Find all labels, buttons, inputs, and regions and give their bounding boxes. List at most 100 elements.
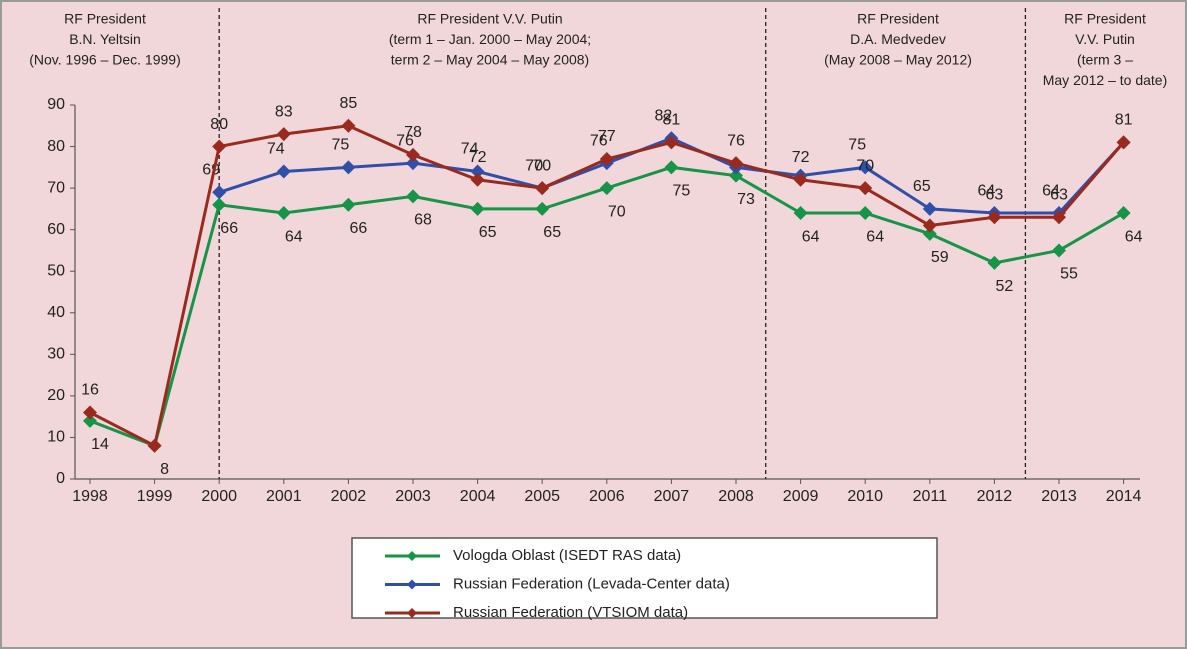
marker — [664, 135, 679, 150]
marker — [341, 160, 356, 175]
value-label: 73 — [737, 191, 755, 208]
marker — [793, 172, 808, 187]
value-label: 75 — [332, 137, 350, 154]
value-label: 66 — [350, 220, 368, 237]
legend-marker — [407, 551, 417, 561]
marker — [470, 172, 485, 187]
marker — [922, 226, 937, 241]
value-label: 55 — [1060, 266, 1078, 283]
value-label: 69 — [202, 161, 220, 178]
value-label: 75 — [673, 183, 691, 200]
marker — [1052, 210, 1066, 225]
y-tick-label: 80 — [47, 138, 65, 155]
x-tick-label: 2008 — [718, 488, 754, 505]
x-tick-label: 2005 — [524, 488, 560, 505]
marker — [535, 181, 550, 196]
value-label: 74 — [461, 141, 479, 158]
value-label: 70 — [608, 203, 626, 220]
legend-box — [351, 537, 938, 619]
marker — [212, 139, 227, 154]
x-tick-label: 2006 — [589, 488, 625, 505]
marker — [1116, 206, 1131, 221]
value-label: 85 — [340, 95, 358, 112]
value-label: 74 — [267, 141, 285, 158]
x-tick-label: 2007 — [654, 488, 690, 505]
value-label: 72 — [469, 149, 487, 166]
marker — [212, 197, 227, 212]
marker — [858, 181, 873, 196]
y-tick-label: 0 — [56, 470, 65, 487]
value-label: 75 — [848, 137, 866, 154]
value-label: 81 — [663, 112, 681, 129]
x-tick-label: 1999 — [137, 488, 173, 505]
period-annotation: RF President — [64, 11, 146, 27]
value-label: 82 — [655, 107, 673, 124]
period-annotation: (term 1 – Jan. 2000 – May 2004; — [389, 31, 591, 47]
value-label: 64 — [802, 228, 820, 245]
marker — [1052, 243, 1066, 258]
period-annotation: (May 2008 – May 2012) — [824, 52, 972, 68]
marker — [599, 181, 614, 196]
marker — [276, 206, 291, 221]
value-label: 8 — [160, 461, 169, 478]
value-label: 70 — [525, 157, 543, 174]
marker — [83, 413, 97, 428]
marker — [276, 127, 291, 142]
value-label: 77 — [598, 128, 616, 145]
legend-label: Russian Federation (VTSIOM data) — [453, 604, 688, 621]
value-label: 64 — [1125, 228, 1143, 245]
value-label: 64 — [285, 228, 303, 245]
period-annotation: RF President V.V. Putin — [417, 11, 562, 27]
period-annotation: RF President — [857, 11, 939, 27]
marker — [793, 206, 808, 221]
y-tick-label: 10 — [47, 429, 65, 446]
marker — [276, 164, 291, 179]
marker — [858, 160, 873, 175]
marker — [922, 218, 937, 233]
value-label: 83 — [275, 103, 293, 120]
legend-label: Russian Federation (Levada-Center data) — [453, 575, 730, 592]
y-tick-label: 70 — [47, 179, 65, 196]
value-label: 59 — [931, 249, 949, 266]
period-annotation: term 2 – May 2004 – May 2008) — [391, 52, 589, 68]
x-tick-label: 2012 — [977, 488, 1013, 505]
period-annotation: B.N. Yeltsin — [69, 31, 141, 47]
marker — [664, 160, 679, 175]
value-label: 52 — [996, 278, 1014, 295]
x-tick-label: 2014 — [1106, 488, 1142, 505]
marker — [729, 156, 743, 171]
x-tick-label: 2011 — [913, 488, 948, 505]
marker — [147, 438, 162, 453]
value-label: 80 — [210, 116, 228, 133]
marker — [1116, 135, 1131, 150]
value-label: 76 — [590, 132, 608, 149]
x-tick-label: 2003 — [395, 488, 431, 505]
value-label: 76 — [396, 132, 414, 149]
value-label: 65 — [913, 178, 931, 195]
value-label: 63 — [986, 186, 1004, 203]
marker — [922, 201, 937, 216]
period-annotation: D.A. Medvedev — [850, 31, 946, 47]
marker — [987, 255, 1002, 270]
marker — [470, 164, 485, 179]
x-tick-label: 2013 — [1041, 488, 1077, 505]
value-label: 63 — [1050, 186, 1068, 203]
marker — [729, 168, 743, 183]
x-tick-label: 2000 — [201, 488, 237, 505]
value-label: 65 — [543, 224, 561, 241]
x-tick-label: 2010 — [847, 488, 883, 505]
x-tick-label: 1998 — [72, 488, 108, 505]
value-label: 72 — [792, 149, 810, 166]
y-tick-label: 40 — [47, 304, 65, 321]
marker — [212, 185, 227, 200]
y-tick-label: 20 — [47, 387, 65, 404]
value-label: 81 — [1115, 112, 1133, 129]
marker — [987, 210, 1002, 225]
period-annotation: (Nov. 1996 – Dec. 1999) — [29, 52, 181, 68]
value-label: 68 — [414, 212, 432, 229]
period-annotation: (term 3 – — [1077, 52, 1133, 68]
legend-label: Vologda Oblast (ISEDT RAS data) — [453, 547, 681, 564]
value-label: 64 — [978, 182, 996, 199]
y-tick-label: 50 — [47, 262, 65, 279]
